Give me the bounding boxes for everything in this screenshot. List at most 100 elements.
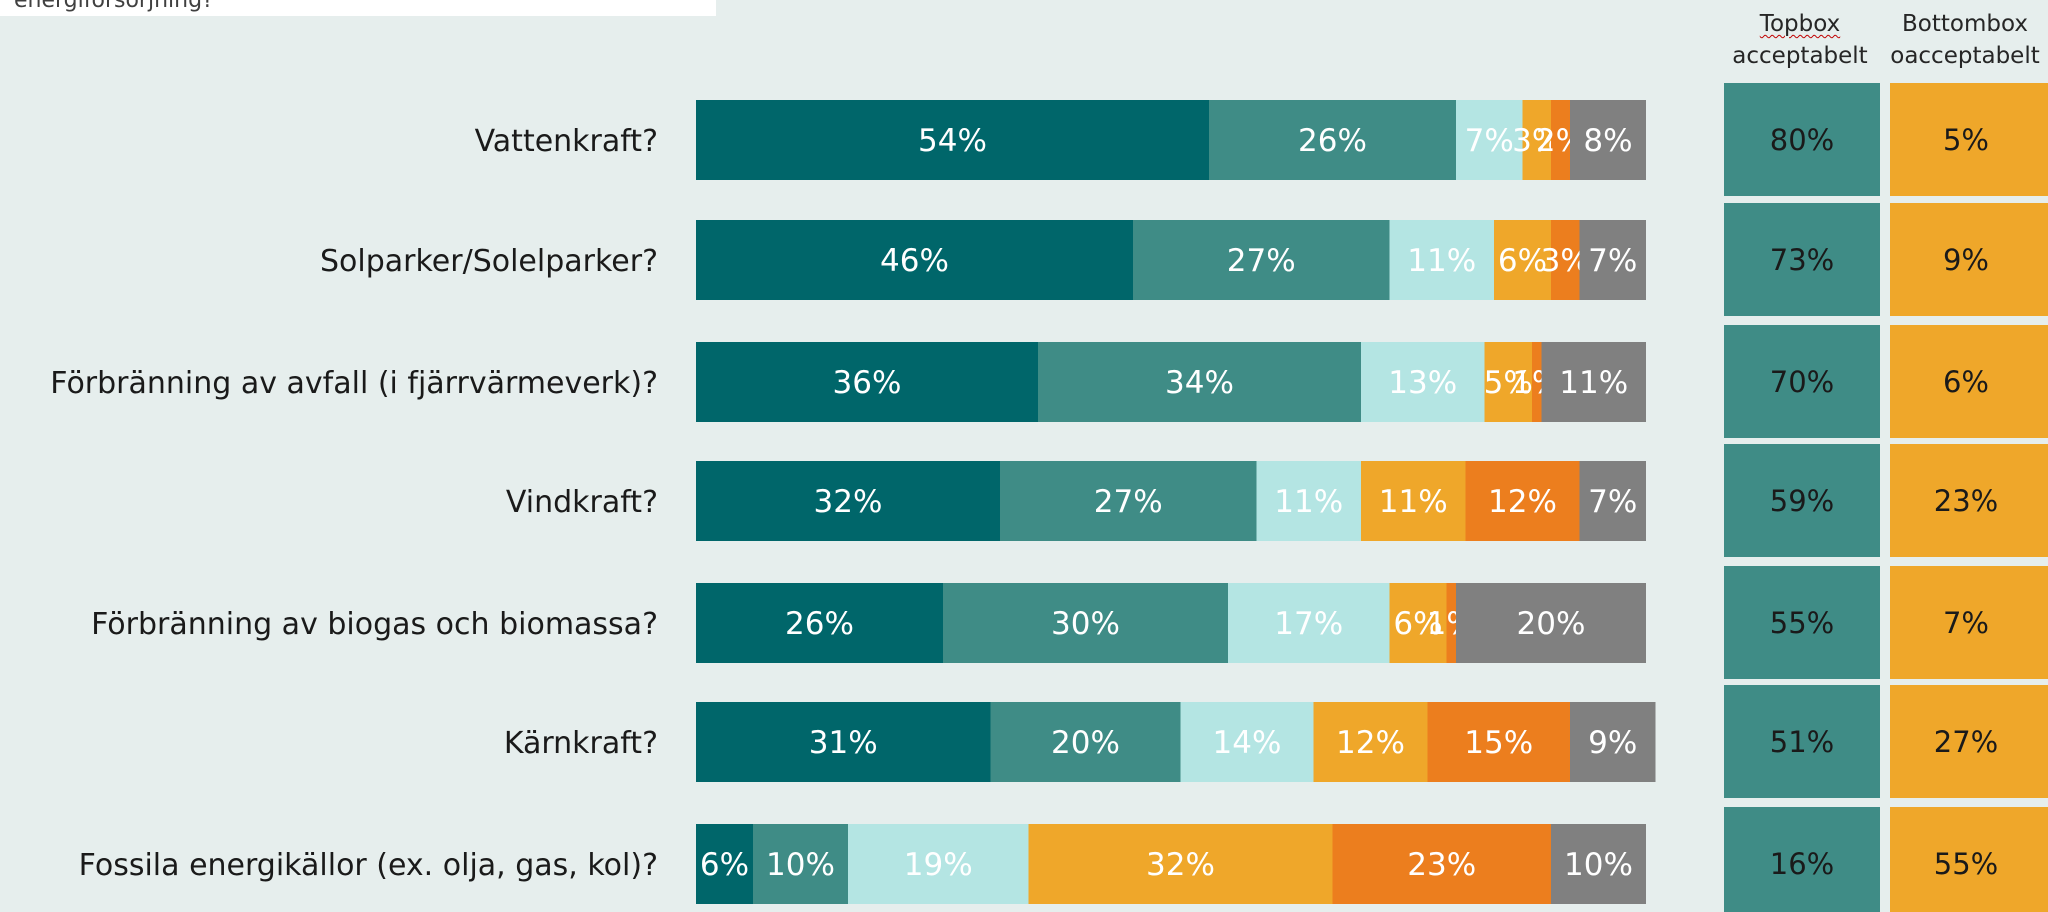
- topbox-value: 51%: [1770, 725, 1834, 759]
- bar-segment-label: 12%: [1488, 484, 1557, 520]
- bar-segment: [990, 702, 1181, 782]
- bar-segment-label: 10%: [1564, 847, 1633, 883]
- category-label: Fossila energikällor (ex. olja, gas, kol…: [79, 848, 658, 883]
- bar-segment: [1228, 583, 1390, 663]
- topbox-cell: [1724, 685, 1880, 798]
- bar-segment: [943, 583, 1228, 663]
- bottombox-value: 7%: [1943, 606, 1989, 640]
- category-label: Solparker/Solelparker?: [320, 244, 658, 279]
- bar-segment: [1465, 461, 1580, 541]
- bar-segment: [1427, 702, 1570, 782]
- bar-segment-label: 10%: [766, 847, 835, 883]
- bottombox-cell: [1890, 566, 2048, 679]
- bottombox-value: 5%: [1943, 123, 1989, 157]
- bar-segment: [696, 100, 1209, 180]
- bar-segment: [1313, 702, 1428, 782]
- bar-segment-label: 7%: [1588, 243, 1637, 279]
- bar-segment: [696, 342, 1038, 422]
- bar-segment: [753, 824, 848, 904]
- topbox-cell: [1724, 444, 1880, 557]
- bar-segment-label: 6%: [1498, 243, 1547, 279]
- topbox-value: 59%: [1770, 484, 1834, 518]
- category-label: Vindkraft?: [506, 485, 658, 520]
- bar-segment: [1456, 100, 1523, 180]
- bar-segment-label: 11%: [1274, 484, 1343, 520]
- bottombox-cell: [1890, 807, 2048, 912]
- bar-segment: [848, 824, 1029, 904]
- bar-segment: [1389, 583, 1447, 663]
- bar-segment-label: 5%: [1484, 365, 1533, 401]
- bar-segment-label: 31%: [809, 725, 878, 761]
- bar-segment: [1551, 100, 1570, 180]
- bar-segment-label: 32%: [814, 484, 883, 520]
- bar-segment: [1332, 824, 1551, 904]
- bar-segment: [1361, 342, 1485, 422]
- category-label: Förbränning av biogas och biomassa?: [91, 607, 658, 642]
- bar-segment: [1256, 461, 1361, 541]
- bar-segment: [1389, 220, 1494, 300]
- topbox-value: 55%: [1770, 606, 1834, 640]
- bar-segment-label: 6%: [700, 847, 749, 883]
- bar-segment: [1361, 461, 1466, 541]
- bar-segment: [1038, 342, 1361, 422]
- bottombox-header-line1: Bottombox: [1902, 11, 2028, 37]
- bar-segment: [696, 461, 1000, 541]
- bar-segment-label: 11%: [1559, 365, 1628, 401]
- bar-segment: [1570, 702, 1656, 782]
- bar-segment-label: 32%: [1146, 847, 1215, 883]
- bar-segment: [1579, 220, 1646, 300]
- bottombox-value: 27%: [1934, 725, 1998, 759]
- bottombox-value: 55%: [1934, 847, 1998, 881]
- bar-segment: [1494, 220, 1551, 300]
- bar-segment-label: 15%: [1464, 725, 1533, 761]
- bar-segment: [1180, 702, 1314, 782]
- bar-segment-label: 11%: [1407, 243, 1476, 279]
- topbox-cell: [1724, 203, 1880, 316]
- bar-segment: [1579, 461, 1646, 541]
- category-label: Kärnkraft?: [504, 726, 658, 761]
- bar-segment-label: 12%: [1336, 725, 1405, 761]
- bar-segment-label: 8%: [1583, 123, 1632, 159]
- bar-segment-label: 30%: [1051, 606, 1120, 642]
- bar-segment: [1446, 583, 1456, 663]
- bar-segment: [1133, 220, 1390, 300]
- bar-segment: [1532, 342, 1542, 422]
- bottombox-value: 6%: [1943, 365, 1989, 399]
- topbox-cell: [1724, 566, 1880, 679]
- topbox-value: 80%: [1770, 123, 1834, 157]
- topbox-header-line1: Topbox: [1759, 11, 1841, 37]
- bar-segment: [1000, 461, 1257, 541]
- bar-segment: [1209, 100, 1456, 180]
- bar-segment-label: 26%: [785, 606, 854, 642]
- bar-segment-label: 36%: [833, 365, 902, 401]
- bar-segment: [1541, 342, 1646, 422]
- bar-segment: [1484, 342, 1532, 422]
- bar-segment: [1522, 100, 1551, 180]
- bar-segment-label: 7%: [1465, 123, 1514, 159]
- bar-segment: [1551, 220, 1580, 300]
- bar-segment: [1456, 583, 1646, 663]
- bottombox-cell: [1890, 685, 2048, 798]
- topbox-cell: [1724, 83, 1880, 196]
- bar-segment-label: 13%: [1388, 365, 1457, 401]
- bottombox-value: 23%: [1934, 484, 1998, 518]
- bar-segment-label: 19%: [904, 847, 973, 883]
- bar-segment-label: 14%: [1213, 725, 1282, 761]
- bottombox-header-line2: oacceptabelt: [1890, 43, 2040, 69]
- title-box: energiförsörjning?: [0, 0, 716, 16]
- bar-segment-label: 23%: [1407, 847, 1476, 883]
- category-label: Vattenkraft?: [475, 124, 658, 159]
- bar-segment-label: 27%: [1094, 484, 1163, 520]
- bar-segment: [696, 583, 943, 663]
- bar-segment: [1551, 824, 1646, 904]
- topbox-value: 73%: [1770, 243, 1834, 277]
- bar-segment-label: 20%: [1517, 606, 1586, 642]
- title-text: energiförsörjning?: [14, 0, 214, 13]
- bar-segment-label: 26%: [1298, 123, 1367, 159]
- bar-segment: [696, 702, 991, 782]
- bar-segment-label: 34%: [1165, 365, 1234, 401]
- bar-segment: [1570, 100, 1646, 180]
- topbox-value: 16%: [1770, 847, 1834, 881]
- bar-segment-label: 7%: [1588, 484, 1637, 520]
